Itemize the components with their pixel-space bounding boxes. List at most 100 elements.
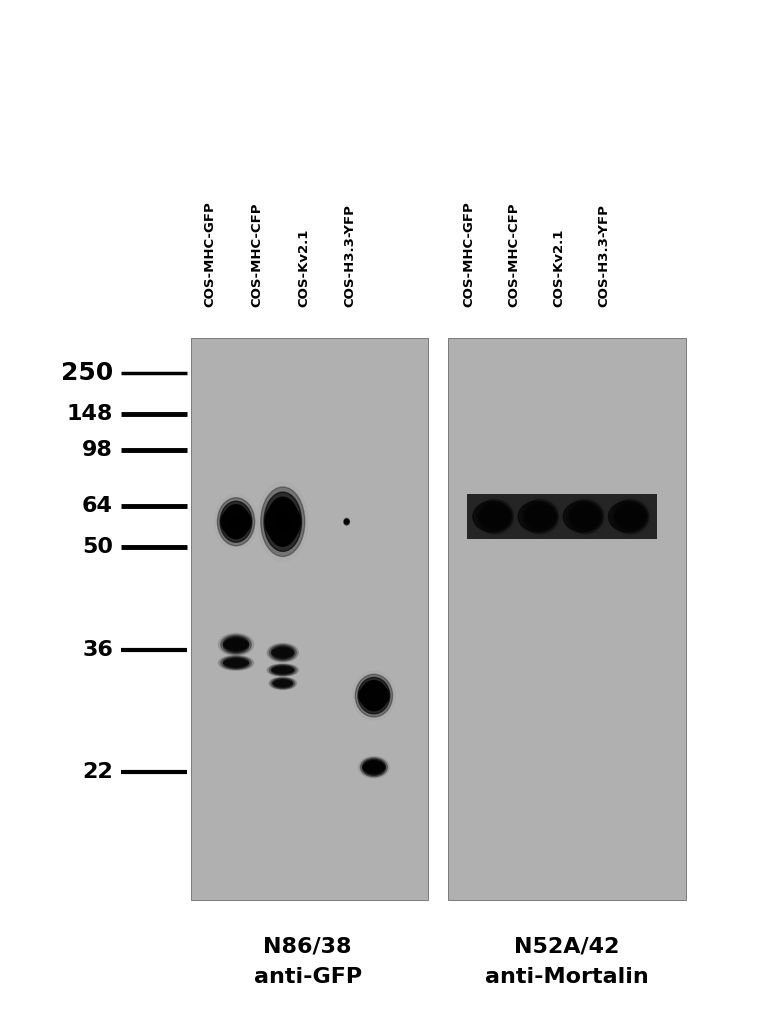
Ellipse shape — [490, 513, 499, 521]
Text: 22: 22 — [83, 762, 113, 783]
Ellipse shape — [620, 507, 640, 526]
Ellipse shape — [485, 507, 505, 526]
Bar — [467, 494, 657, 539]
Ellipse shape — [278, 681, 287, 685]
Ellipse shape — [612, 499, 649, 534]
Ellipse shape — [270, 502, 295, 541]
Text: COS-MHC-GFP: COS-MHC-GFP — [203, 202, 217, 307]
Ellipse shape — [369, 691, 379, 701]
Ellipse shape — [481, 504, 508, 529]
Ellipse shape — [538, 515, 542, 519]
Ellipse shape — [224, 639, 249, 650]
Ellipse shape — [344, 519, 349, 525]
Ellipse shape — [492, 515, 497, 519]
Text: anti-GFP: anti-GFP — [254, 967, 361, 987]
Ellipse shape — [231, 516, 241, 528]
Ellipse shape — [521, 499, 559, 534]
Ellipse shape — [366, 762, 382, 772]
Ellipse shape — [261, 487, 305, 557]
Ellipse shape — [273, 680, 292, 686]
Ellipse shape — [345, 520, 348, 524]
Ellipse shape — [370, 765, 378, 769]
Ellipse shape — [346, 521, 347, 523]
Text: COS-H3.3-YFP: COS-H3.3-YFP — [597, 204, 611, 307]
Ellipse shape — [273, 647, 292, 659]
Ellipse shape — [281, 652, 284, 654]
Ellipse shape — [532, 509, 548, 524]
Ellipse shape — [608, 501, 647, 532]
Ellipse shape — [227, 639, 245, 650]
Ellipse shape — [270, 644, 296, 661]
Text: COS-MHC-GFP: COS-MHC-GFP — [462, 202, 475, 307]
Text: COS-MHC-CFP: COS-MHC-CFP — [507, 203, 520, 307]
Text: 98: 98 — [82, 440, 113, 460]
Ellipse shape — [230, 660, 242, 666]
Text: 148: 148 — [66, 404, 113, 425]
Ellipse shape — [271, 678, 294, 688]
Ellipse shape — [518, 501, 557, 532]
Ellipse shape — [279, 651, 287, 655]
Text: COS-Kv2.1: COS-Kv2.1 — [552, 228, 566, 307]
Text: 36: 36 — [82, 639, 113, 660]
Ellipse shape — [271, 666, 294, 674]
Ellipse shape — [358, 677, 390, 714]
Ellipse shape — [280, 682, 286, 684]
Ellipse shape — [218, 656, 254, 670]
Ellipse shape — [270, 665, 296, 675]
Ellipse shape — [358, 756, 390, 779]
Ellipse shape — [279, 669, 287, 671]
Ellipse shape — [220, 501, 252, 542]
Ellipse shape — [223, 636, 249, 653]
Ellipse shape — [364, 683, 384, 708]
Ellipse shape — [228, 512, 244, 532]
Ellipse shape — [372, 766, 375, 768]
Ellipse shape — [569, 502, 601, 531]
Ellipse shape — [570, 506, 600, 527]
Text: 64: 64 — [82, 496, 113, 517]
Ellipse shape — [220, 635, 252, 654]
Ellipse shape — [272, 667, 294, 673]
Ellipse shape — [281, 682, 284, 684]
Ellipse shape — [277, 650, 288, 656]
Ellipse shape — [575, 507, 595, 526]
Ellipse shape — [276, 680, 290, 686]
Ellipse shape — [476, 499, 513, 534]
Ellipse shape — [363, 762, 385, 772]
Ellipse shape — [273, 507, 292, 536]
Ellipse shape — [622, 509, 638, 524]
Text: N52A/42: N52A/42 — [514, 936, 620, 957]
Ellipse shape — [220, 657, 252, 669]
Ellipse shape — [365, 760, 383, 774]
Ellipse shape — [267, 497, 298, 546]
Ellipse shape — [479, 502, 510, 531]
Ellipse shape — [566, 499, 604, 534]
Ellipse shape — [230, 640, 242, 649]
Ellipse shape — [223, 658, 249, 668]
Ellipse shape — [527, 504, 553, 529]
Ellipse shape — [525, 506, 555, 527]
Ellipse shape — [234, 643, 238, 646]
Ellipse shape — [273, 679, 293, 687]
Ellipse shape — [227, 660, 245, 666]
Ellipse shape — [563, 501, 602, 532]
Ellipse shape — [275, 667, 291, 673]
FancyBboxPatch shape — [448, 338, 686, 900]
Ellipse shape — [359, 683, 389, 708]
Ellipse shape — [264, 492, 301, 551]
Ellipse shape — [281, 669, 284, 671]
Ellipse shape — [271, 646, 294, 660]
Ellipse shape — [232, 642, 240, 647]
FancyBboxPatch shape — [191, 338, 428, 900]
Ellipse shape — [224, 659, 249, 667]
Ellipse shape — [277, 668, 288, 672]
Text: N86/38: N86/38 — [263, 936, 352, 957]
Ellipse shape — [368, 763, 379, 771]
Ellipse shape — [226, 508, 246, 535]
Ellipse shape — [272, 649, 294, 658]
Ellipse shape — [372, 694, 376, 698]
Ellipse shape — [366, 686, 382, 705]
Ellipse shape — [232, 661, 240, 665]
Ellipse shape — [277, 513, 288, 531]
Ellipse shape — [361, 758, 387, 776]
Ellipse shape — [275, 649, 291, 657]
